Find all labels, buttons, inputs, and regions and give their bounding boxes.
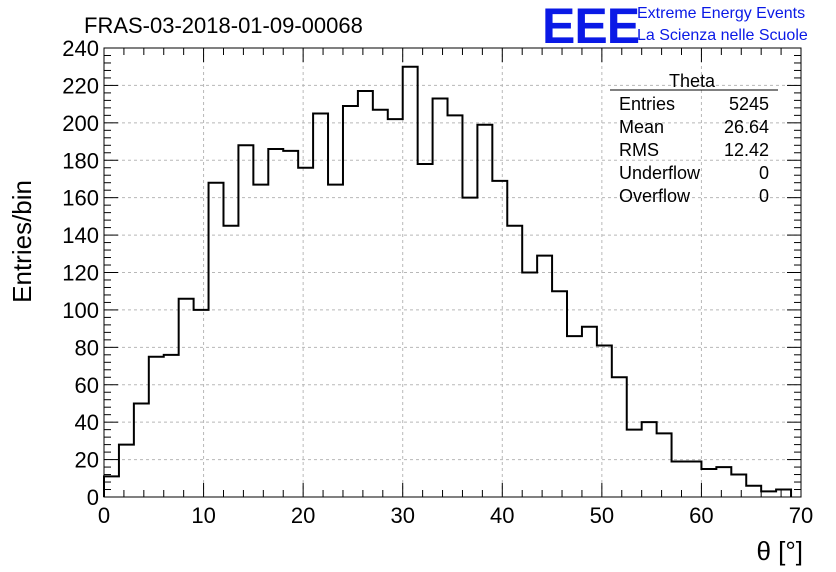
histogram-bin xyxy=(283,151,298,497)
x-axis-label: θ [°] xyxy=(756,536,803,566)
histogram-bin xyxy=(134,403,149,497)
x-tick-label: 20 xyxy=(291,503,315,528)
stats-value-rms: 12.42 xyxy=(724,140,769,160)
brand-block: EEE Extreme Energy Events La Scienza nel… xyxy=(542,0,808,54)
histogram-bin xyxy=(776,490,791,497)
grid xyxy=(104,48,801,497)
x-tick-label: 30 xyxy=(390,503,414,528)
histogram-bin xyxy=(433,99,448,497)
histogram-bin xyxy=(388,119,403,497)
histogram-bin xyxy=(686,461,701,497)
x-tick-label: 60 xyxy=(689,503,713,528)
histogram-bin xyxy=(612,377,627,497)
histogram-bin xyxy=(731,475,746,497)
histogram-bin xyxy=(164,355,179,497)
histogram-bin xyxy=(567,336,582,497)
histogram-bin xyxy=(298,168,313,497)
stats-value-overflow: 0 xyxy=(759,186,769,206)
stats-label-overflow: Overflow xyxy=(619,186,691,206)
histogram-bin xyxy=(462,198,477,497)
y-tick-label: 200 xyxy=(62,111,99,136)
histogram-bin xyxy=(238,145,253,497)
histogram-bin xyxy=(492,181,507,497)
histogram-bin xyxy=(179,299,194,497)
stats-value-entries: 5245 xyxy=(729,94,769,114)
histogram-bin xyxy=(582,327,597,497)
x-tick-labels: 0 10 20 30 40 50 60 70 xyxy=(98,503,813,528)
histogram xyxy=(103,65,793,498)
y-tick-label: 20 xyxy=(75,448,99,473)
y-tick-label: 80 xyxy=(75,335,99,360)
histogram-bin xyxy=(507,226,522,497)
stats-value-mean: 26.64 xyxy=(724,117,769,137)
stats-value-underflow: 0 xyxy=(759,163,769,183)
histogram-bin xyxy=(418,164,433,497)
histogram-bin xyxy=(223,226,238,497)
histogram-bin xyxy=(313,113,328,497)
histogram-bin xyxy=(627,430,642,497)
histogram-bin xyxy=(597,345,612,497)
stats-title: Theta xyxy=(669,71,716,91)
brand-line-1: Extreme Energy Events xyxy=(637,5,805,22)
histogram-bin xyxy=(373,110,388,497)
histogram-bin xyxy=(149,357,164,497)
histogram-bin xyxy=(448,115,463,497)
stats-label-rms: RMS xyxy=(619,140,659,160)
stats-box: Theta Entries 5245 Mean 26.64 RMS 12.42 … xyxy=(610,71,778,206)
x-tick-label: 10 xyxy=(191,503,215,528)
histogram-bin xyxy=(358,91,373,497)
histogram-bin xyxy=(194,310,209,497)
x-tick-label: 50 xyxy=(590,503,614,528)
y-tick-label: 60 xyxy=(75,373,99,398)
histogram-bin xyxy=(642,422,657,497)
x-tick-label: 40 xyxy=(490,503,514,528)
histogram-bin xyxy=(701,469,716,497)
brand-logo: EEE xyxy=(542,0,639,54)
histogram-bin xyxy=(328,185,343,497)
y-tick-label: 180 xyxy=(62,148,99,173)
histogram-bin xyxy=(746,486,761,497)
y-tick-label: 140 xyxy=(62,223,99,248)
histogram-bin xyxy=(343,106,358,497)
histogram-bin xyxy=(552,291,567,497)
histogram-bin xyxy=(119,445,134,497)
histogram-bin xyxy=(522,273,537,498)
x-tick-label: 70 xyxy=(789,503,813,528)
histogram-bin xyxy=(104,476,119,497)
x-tick-label: 0 xyxy=(98,503,110,528)
y-tick-labels: 0 20 40 60 80 100 120 140 160 180 200 220 240 xyxy=(62,36,99,510)
y-tick-label: 240 xyxy=(62,36,99,61)
histogram-bin xyxy=(209,183,224,497)
histogram-bin xyxy=(716,467,731,497)
y-tick-label: 160 xyxy=(62,186,99,211)
histogram-bin xyxy=(268,149,283,497)
histogram-outline xyxy=(103,65,793,497)
tick-marks xyxy=(103,47,802,498)
y-tick-label: 120 xyxy=(62,261,99,286)
histogram-bin xyxy=(477,125,492,497)
histogram-bin xyxy=(657,433,672,497)
chart-title: FRAS-03-2018-01-09-00068 xyxy=(84,13,363,38)
y-tick-label: 40 xyxy=(75,410,99,435)
stats-label-entries: Entries xyxy=(619,94,675,114)
brand-line-2: La Scienza nelle Scuole xyxy=(637,27,808,44)
histogram-bin xyxy=(253,185,268,497)
histogram-bin xyxy=(672,461,687,497)
histogram-bin xyxy=(537,256,552,497)
y-tick-label: 220 xyxy=(62,73,99,98)
histogram-bin xyxy=(403,67,418,497)
y-tick-label: 0 xyxy=(87,485,99,510)
stats-label-mean: Mean xyxy=(619,117,664,137)
y-axis-label: Entries/bin xyxy=(7,180,37,303)
y-tick-label: 100 xyxy=(62,298,99,323)
stats-label-underflow: Underflow xyxy=(619,163,701,183)
